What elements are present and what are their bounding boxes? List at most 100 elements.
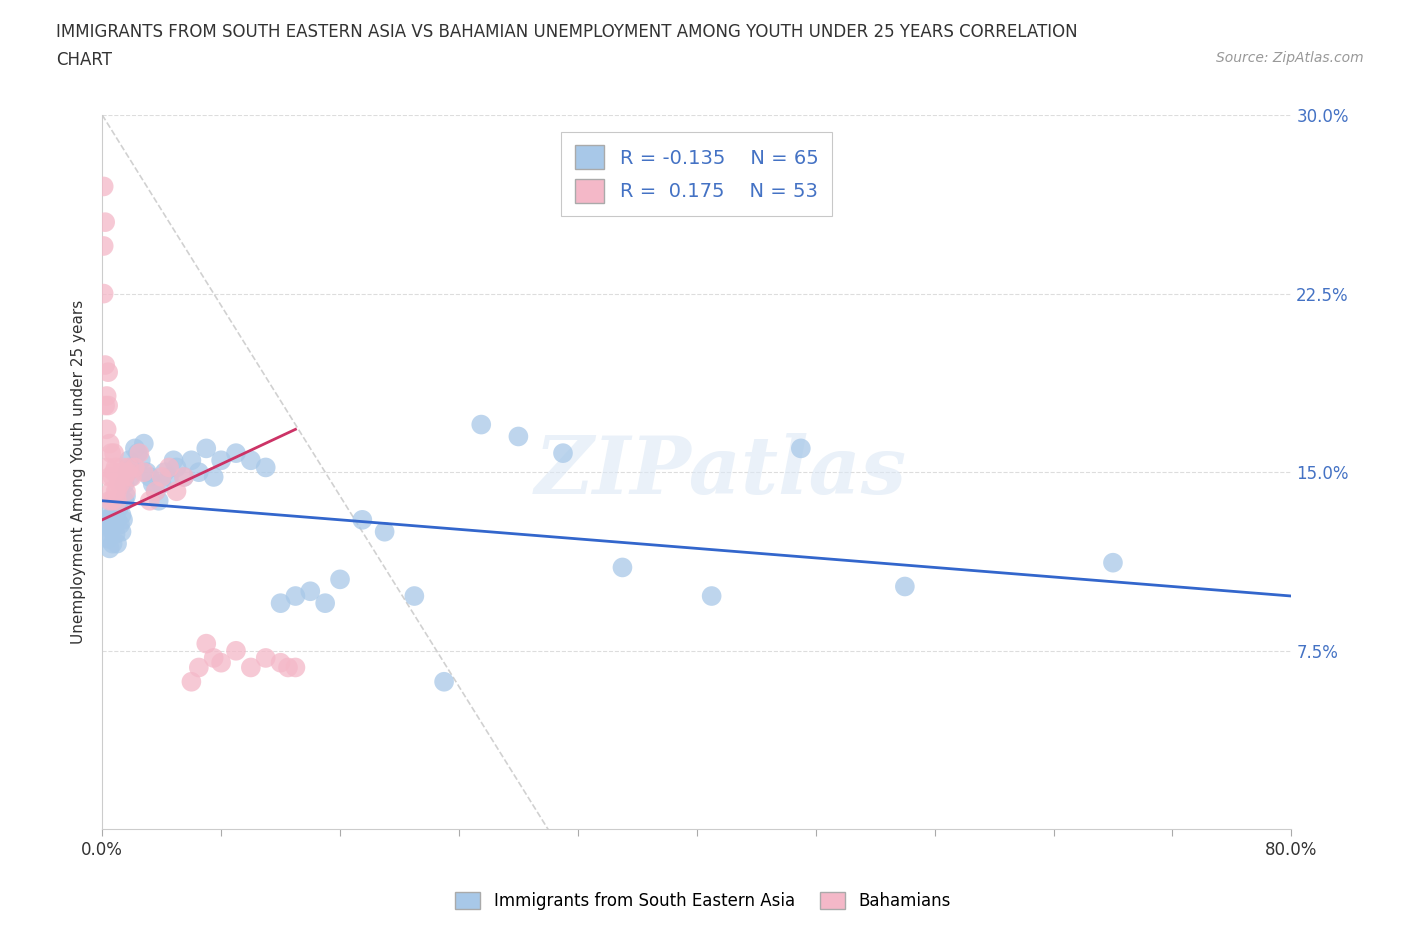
- Point: [114, 477, 136, 492]
- Point: [225, 644, 247, 658]
- Point: [270, 596, 292, 611]
- Point: [145, 484, 167, 498]
- Point: [108, 477, 131, 492]
- Point: [132, 465, 155, 480]
- Point: [101, 508, 124, 523]
- Point: [157, 460, 180, 475]
- Point: [254, 460, 277, 475]
- Y-axis label: Unemployment Among Youth under 25 years: Unemployment Among Youth under 25 years: [72, 300, 86, 644]
- Point: [100, 522, 122, 537]
- Point: [111, 512, 134, 527]
- Point: [117, 465, 139, 480]
- Point: [202, 470, 225, 485]
- Point: [97, 365, 120, 379]
- Point: [115, 488, 138, 503]
- Point: [105, 537, 128, 551]
- Point: [150, 470, 173, 485]
- Point: [96, 389, 118, 404]
- Point: [100, 484, 122, 498]
- Point: [551, 445, 574, 460]
- Point: [254, 650, 277, 665]
- Point: [225, 445, 247, 460]
- Point: [93, 286, 115, 301]
- Point: [114, 470, 136, 485]
- Point: [284, 589, 307, 604]
- Point: [105, 512, 128, 527]
- Point: [96, 422, 118, 437]
- Point: [195, 441, 218, 456]
- Legend: Immigrants from South Eastern Asia, Bahamians: Immigrants from South Eastern Asia, Baha…: [449, 885, 957, 917]
- Point: [104, 484, 127, 498]
- Point: [187, 660, 209, 675]
- Point: [202, 650, 225, 665]
- Point: [94, 215, 117, 230]
- Point: [93, 238, 115, 253]
- Point: [352, 512, 374, 527]
- Point: [166, 460, 188, 475]
- Point: [110, 465, 132, 480]
- Point: [124, 441, 146, 456]
- Point: [121, 470, 143, 485]
- Text: Source: ZipAtlas.com: Source: ZipAtlas.com: [1216, 51, 1364, 65]
- Point: [790, 441, 813, 456]
- Point: [103, 445, 125, 460]
- Point: [107, 500, 129, 515]
- Point: [148, 493, 170, 508]
- Point: [470, 418, 492, 432]
- Point: [98, 500, 121, 515]
- Point: [209, 453, 232, 468]
- Point: [96, 460, 118, 475]
- Point: [108, 517, 131, 532]
- Point: [114, 493, 136, 508]
- Point: [127, 445, 149, 460]
- Point: [120, 470, 142, 485]
- Point: [135, 465, 157, 480]
- Text: CHART: CHART: [56, 51, 112, 69]
- Point: [97, 531, 120, 546]
- Point: [111, 460, 134, 475]
- Point: [195, 636, 218, 651]
- Point: [100, 445, 122, 460]
- Point: [107, 470, 129, 485]
- Point: [96, 517, 118, 532]
- Point: [173, 470, 195, 485]
- Point: [93, 179, 115, 193]
- Point: [128, 445, 150, 460]
- Point: [173, 470, 195, 485]
- Point: [97, 398, 120, 413]
- Point: [700, 589, 723, 604]
- Point: [314, 596, 336, 611]
- Point: [142, 477, 165, 492]
- Point: [187, 465, 209, 480]
- Point: [612, 560, 634, 575]
- Point: [101, 537, 124, 551]
- Legend: R = -0.135    N = 65, R =  0.175    N = 53: R = -0.135 N = 65, R = 0.175 N = 53: [561, 132, 832, 217]
- Text: IMMIGRANTS FROM SOUTH EASTERN ASIA VS BAHAMIAN UNEMPLOYMENT AMONG YOUTH UNDER 25: IMMIGRANTS FROM SOUTH EASTERN ASIA VS BA…: [56, 23, 1078, 41]
- Point: [118, 453, 141, 468]
- Point: [98, 436, 121, 451]
- Point: [105, 484, 128, 498]
- Point: [508, 429, 530, 444]
- Point: [101, 470, 124, 485]
- Point: [277, 660, 299, 675]
- Point: [94, 512, 117, 527]
- Point: [374, 525, 396, 539]
- Point: [404, 589, 426, 604]
- Point: [209, 656, 232, 671]
- Point: [101, 493, 124, 508]
- Point: [104, 526, 127, 541]
- Point: [329, 572, 352, 587]
- Point: [98, 470, 121, 485]
- Point: [103, 517, 125, 532]
- Point: [124, 460, 146, 475]
- Point: [94, 358, 117, 373]
- Point: [157, 470, 180, 485]
- Point: [98, 541, 121, 556]
- Point: [239, 453, 262, 468]
- Point: [110, 508, 132, 523]
- Point: [433, 674, 456, 689]
- Point: [94, 398, 117, 413]
- Point: [103, 465, 125, 480]
- Text: ZIPatlas: ZIPatlas: [534, 433, 907, 511]
- Point: [118, 460, 141, 475]
